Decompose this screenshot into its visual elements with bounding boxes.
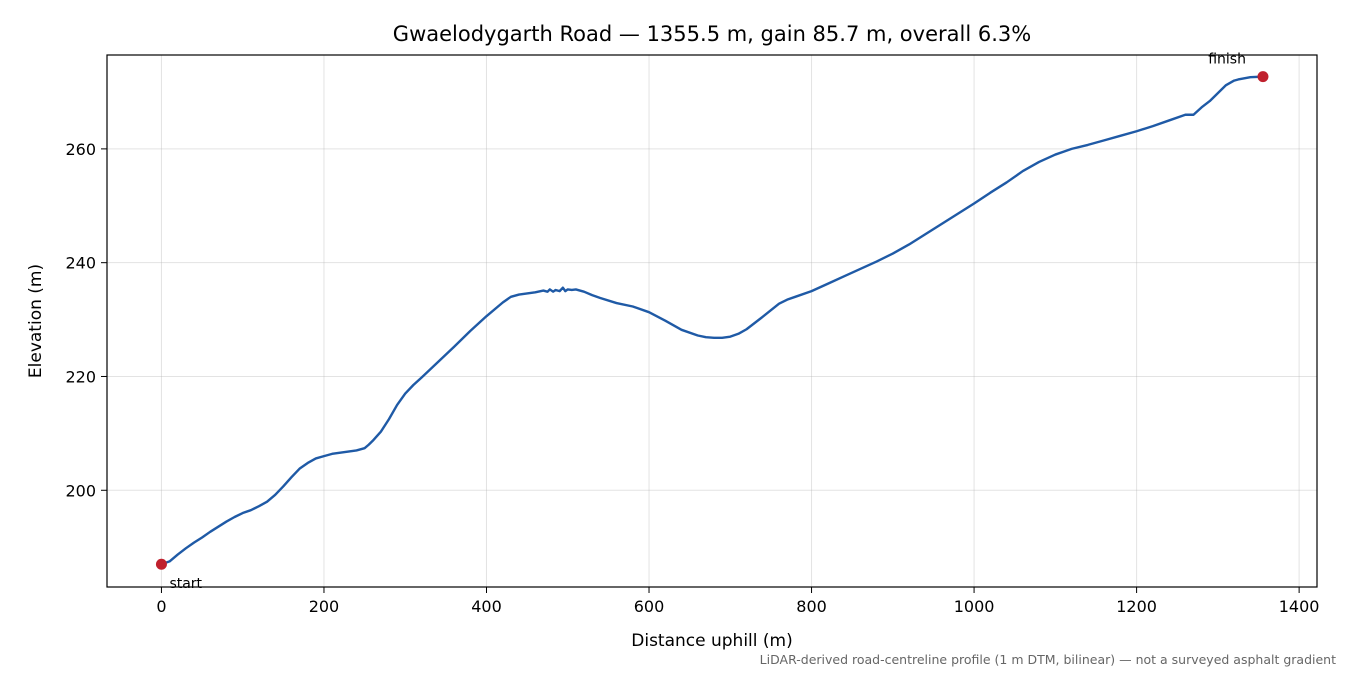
marker-layer: start finish xyxy=(155,52,1269,592)
x-tick-label: 600 xyxy=(634,597,665,616)
start-label: start xyxy=(169,576,202,592)
x-tick-label: 400 xyxy=(471,597,502,616)
x-tick-label: 800 xyxy=(796,597,827,616)
x-tick-label: 0 xyxy=(156,597,166,616)
x-axis-label: Distance uphill (m) xyxy=(631,631,792,651)
x-tick-label: 200 xyxy=(309,597,340,616)
finish-label: finish xyxy=(1208,52,1246,68)
y-tick-label: 260 xyxy=(65,140,96,159)
grid-lines xyxy=(107,55,1317,587)
y-axis-label: Elevation (m) xyxy=(26,264,46,378)
y-tick-label: 200 xyxy=(65,481,96,500)
x-tick-label: 1400 xyxy=(1279,597,1320,616)
elevation-series-line xyxy=(160,75,1265,566)
footnote: LiDAR-derived road-centreline profile (1… xyxy=(760,652,1336,667)
series-layer xyxy=(160,75,1265,566)
x-tick-label: 1000 xyxy=(954,597,995,616)
y-tick-label: 220 xyxy=(65,367,96,386)
x-tick-label: 1200 xyxy=(1116,597,1157,616)
finish-marker xyxy=(1257,71,1269,83)
y-axis-ticks: 200 220 240 260 xyxy=(65,140,107,500)
plot-frame xyxy=(106,54,1318,588)
y-tick-label: 240 xyxy=(65,254,96,273)
x-axis-ticks: 0 200 400 600 800 1000 1200 1400 xyxy=(156,587,1319,616)
chart-title: Gwaelodygarth Road — 1355.5 m, gain 85.7… xyxy=(393,22,1031,46)
start-marker xyxy=(155,558,167,570)
